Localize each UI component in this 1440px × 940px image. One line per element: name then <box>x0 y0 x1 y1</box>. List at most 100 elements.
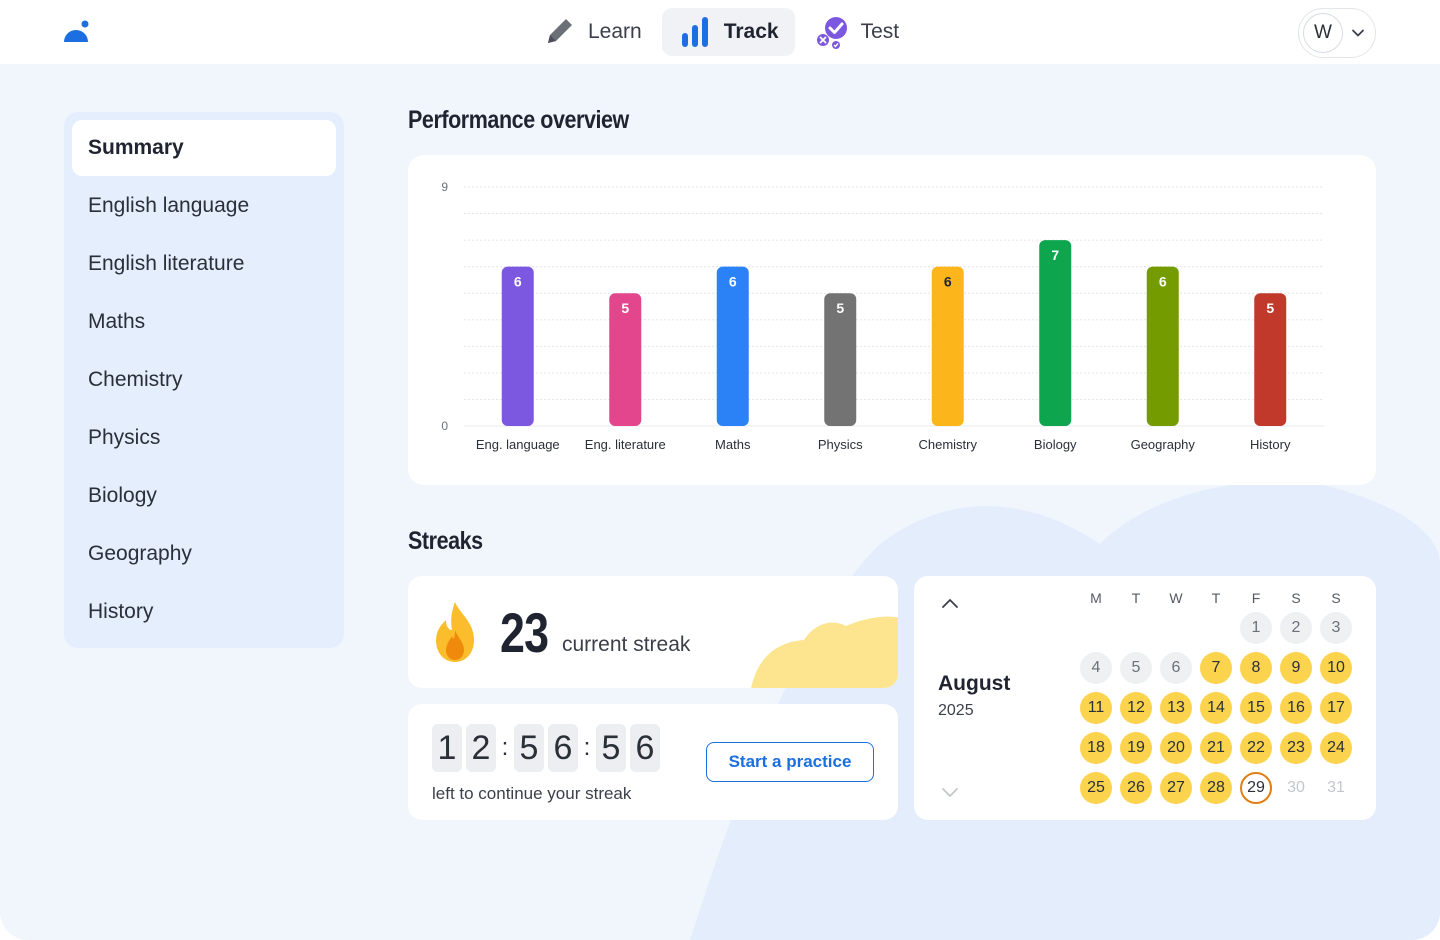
calendar-day[interactable]: 26 <box>1120 772 1152 804</box>
sidebar-item-maths[interactable]: Maths <box>88 310 146 333</box>
main-area: Summary English language English literat… <box>0 64 1440 940</box>
sidebar-item-english-language[interactable]: English language <box>88 194 250 217</box>
calendar-year: 2025 <box>938 702 974 719</box>
calendar-day[interactable]: 19 <box>1120 732 1152 764</box>
weekday-label: S <box>1331 590 1341 606</box>
bar-value-label: 5 <box>836 300 844 316</box>
calendar-day[interactable]: 16 <box>1280 692 1312 724</box>
bar-value-label: 5 <box>621 300 629 316</box>
bar-chart-icon <box>681 17 708 47</box>
current-streak-card: 23 current streak <box>408 576 898 688</box>
timer-digit: 2 <box>466 724 496 772</box>
bar-value-label: 5 <box>1266 300 1274 316</box>
calendar-day[interactable]: 12 <box>1120 692 1152 724</box>
x-tick-label: Biology <box>1034 437 1077 452</box>
performance-title: Performance overview <box>408 106 629 134</box>
calendar-day[interactable]: 15 <box>1240 692 1272 724</box>
sidebar-item-geography[interactable]: Geography <box>88 542 192 565</box>
calendar-day[interactable]: 27 <box>1160 772 1192 804</box>
calendar-day[interactable]: 5 <box>1120 652 1152 684</box>
sidebar-item-summary[interactable]: Summary <box>72 120 336 176</box>
chevron-down-icon <box>1352 29 1364 37</box>
bar-value-label: 6 <box>1159 274 1167 290</box>
timer-digit: 6 <box>630 724 660 772</box>
bar <box>1039 240 1072 426</box>
calendar-day[interactable]: 13 <box>1160 692 1192 724</box>
start-practice-button[interactable]: Start a practice <box>706 742 874 782</box>
bar <box>824 293 857 426</box>
app-logo-icon[interactable] <box>62 18 92 44</box>
calendar-day[interactable]: 4 <box>1080 652 1112 684</box>
bar <box>1254 293 1287 426</box>
calendar-day[interactable]: 14 <box>1200 692 1232 724</box>
nav-learn-label: Learn <box>588 20 642 43</box>
avatar: W <box>1303 13 1343 53</box>
calendar-day[interactable]: 11 <box>1080 692 1112 724</box>
nav-learn[interactable]: Learn <box>532 8 652 56</box>
bar-value-label: 6 <box>514 274 522 290</box>
bar <box>501 266 534 426</box>
performance-chart-card: 0 9 6 Eng. language 5 Eng. literature 6 Maths 5 P… <box>408 155 1376 485</box>
calendar-day[interactable]: 17 <box>1320 692 1352 724</box>
timer-digit: 1 <box>432 724 462 772</box>
calendar-day[interactable]: 23 <box>1280 732 1312 764</box>
calendar-day[interactable]: 8 <box>1240 652 1272 684</box>
calendar-day[interactable]: 28 <box>1200 772 1232 804</box>
calendar-day-today[interactable]: 29 <box>1240 772 1272 804</box>
bar <box>1146 266 1179 426</box>
test-check-icon <box>816 17 847 49</box>
nav-test[interactable]: Test <box>805 8 910 56</box>
calendar-day[interactable]: 30 <box>1287 779 1305 796</box>
sidebar-item-english-literature[interactable]: English literature <box>88 252 245 275</box>
calendar-day[interactable]: 3 <box>1320 612 1352 644</box>
timer-separator: : <box>583 734 591 761</box>
streaks-title: Streaks <box>408 527 483 555</box>
chevron-up-icon[interactable] <box>940 594 960 614</box>
timer-digit: 5 <box>514 724 544 772</box>
sidebar-item-physics[interactable]: Physics <box>88 426 161 449</box>
y-tick-label: 9 <box>441 180 448 194</box>
calendar-day[interactable]: 2 <box>1280 612 1312 644</box>
sidebar-item-biology[interactable]: Biology <box>88 484 157 507</box>
subject-sidebar: Summary English language English literat… <box>64 112 344 648</box>
calendar-day[interactable]: 24 <box>1320 732 1352 764</box>
calendar-day[interactable]: 1 <box>1240 612 1272 644</box>
account-menu-button[interactable]: W <box>1298 8 1376 58</box>
chevron-down-icon[interactable] <box>940 782 960 802</box>
x-tick-label: Maths <box>715 437 751 452</box>
streak-calendar-card: August 2025 M T W T F S S 1 2 3 4 5 6 7 8 9 10 11 12 13 14 15… <box>914 576 1376 820</box>
countdown-timer: 1 2 : 5 6 : 5 6 <box>432 724 660 772</box>
calendar-day[interactable]: 31 <box>1327 779 1345 796</box>
performance-bar-chart: 0 9 6 Eng. language 5 Eng. literature 6 Maths 5 P… <box>441 180 1324 452</box>
bar <box>609 293 642 426</box>
calendar-day[interactable]: 10 <box>1320 652 1352 684</box>
nav-track[interactable]: Track <box>661 8 795 56</box>
calendar-day[interactable]: 18 <box>1080 732 1112 764</box>
x-tick-label: History <box>1250 437 1291 452</box>
calendar-day[interactable]: 21 <box>1200 732 1232 764</box>
pencil-icon <box>548 19 572 43</box>
calendar-day[interactable]: 22 <box>1240 732 1272 764</box>
calendar-month: August <box>938 672 1011 695</box>
streak-decoration <box>751 616 898 688</box>
calendar-day[interactable]: 7 <box>1200 652 1232 684</box>
weekday-label: S <box>1291 590 1301 606</box>
calendar-day[interactable]: 6 <box>1160 652 1192 684</box>
streak-label: current streak <box>562 633 691 656</box>
sidebar-item-chemistry[interactable]: Chemistry <box>88 368 183 391</box>
x-tick-label: Eng. language <box>476 437 560 452</box>
calendar-day[interactable]: 9 <box>1280 652 1312 684</box>
streak-count: 23 <box>500 601 549 664</box>
weekday-label: T <box>1211 590 1221 606</box>
calendar-day[interactable]: 20 <box>1160 732 1192 764</box>
nav-track-label: Track <box>723 20 779 43</box>
calendar-day[interactable]: 25 <box>1080 772 1112 804</box>
weekday-label: T <box>1131 590 1141 606</box>
weekday-label: F <box>1251 590 1261 606</box>
bar <box>716 266 749 426</box>
bar-value-label: 7 <box>1051 247 1059 263</box>
bar-value-label: 6 <box>944 274 952 290</box>
x-tick-label: Chemistry <box>918 437 977 452</box>
top-bar: Learn Track Test W <box>0 0 1440 64</box>
sidebar-item-history[interactable]: History <box>88 600 154 623</box>
